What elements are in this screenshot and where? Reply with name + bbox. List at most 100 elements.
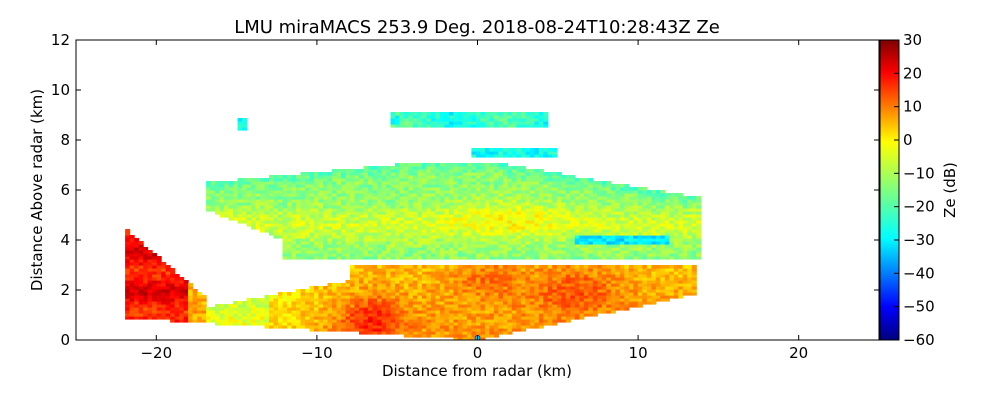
- reflectivity-cell: [399, 175, 405, 179]
- reflectivity-cell: [408, 199, 414, 203]
- reflectivity-cell: [529, 229, 535, 233]
- reflectivity-cell: [466, 277, 472, 281]
- reflectivity-cell: [430, 226, 436, 230]
- reflectivity-cell: [381, 190, 387, 194]
- reflectivity-cell: [637, 280, 643, 284]
- reflectivity-cell: [574, 208, 580, 212]
- reflectivity-cell: [210, 181, 216, 185]
- reflectivity-cell: [377, 166, 383, 170]
- reflectivity-cell: [511, 244, 517, 248]
- reflectivity-cell: [318, 220, 324, 224]
- reflectivity-cell: [457, 337, 463, 340]
- reflectivity-cell: [489, 118, 495, 122]
- reflectivity-cell: [377, 178, 383, 182]
- reflectivity-cell: [624, 307, 630, 311]
- reflectivity-cell: [430, 175, 436, 179]
- reflectivity-cell: [489, 316, 495, 320]
- reflectivity-cell: [471, 181, 477, 185]
- reflectivity-cell: [296, 244, 302, 248]
- reflectivity-cell: [269, 214, 275, 218]
- reflectivity-cell: [588, 202, 594, 206]
- reflectivity-cell: [556, 232, 562, 236]
- reflectivity-cell: [538, 115, 544, 119]
- reflectivity-cell: [444, 115, 450, 119]
- reflectivity-cell: [462, 169, 468, 173]
- reflectivity-cell: [633, 268, 639, 272]
- reflectivity-cell: [143, 289, 149, 293]
- reflectivity-cell: [332, 322, 338, 326]
- reflectivity-cell: [237, 202, 243, 206]
- reflectivity-cell: [543, 268, 549, 272]
- reflectivity-cell: [588, 301, 594, 305]
- reflectivity-cell: [408, 190, 414, 194]
- reflectivity-cell: [466, 208, 472, 212]
- reflectivity-cell: [583, 235, 589, 239]
- reflectivity-cell: [471, 322, 477, 326]
- reflectivity-cell: [466, 322, 472, 326]
- reflectivity-cell: [552, 154, 558, 158]
- reflectivity-cell: [305, 307, 311, 311]
- reflectivity-cell: [439, 211, 445, 215]
- reflectivity-cell: [484, 277, 490, 281]
- reflectivity-cell: [228, 190, 234, 194]
- reflectivity-cell: [403, 334, 409, 338]
- reflectivity-cell: [637, 250, 643, 254]
- reflectivity-cell: [269, 190, 275, 194]
- reflectivity-cell: [129, 259, 135, 263]
- reflectivity-cell: [386, 202, 392, 206]
- reflectivity-cell: [646, 286, 652, 290]
- reflectivity-cell: [484, 220, 490, 224]
- reflectivity-cell: [435, 274, 441, 278]
- reflectivity-cell: [498, 316, 504, 320]
- reflectivity-cell: [489, 151, 495, 155]
- reflectivity-cell: [592, 244, 598, 248]
- reflectivity-cell: [336, 322, 342, 326]
- reflectivity-cell: [291, 193, 297, 197]
- reflectivity-cell: [444, 241, 450, 245]
- reflectivity-cell: [493, 193, 499, 197]
- reflectivity-cell: [412, 169, 418, 173]
- reflectivity-cell: [399, 172, 405, 176]
- reflectivity-cell: [363, 295, 369, 299]
- reflectivity-cell: [426, 292, 432, 296]
- reflectivity-cell: [493, 148, 499, 152]
- reflectivity-cell: [300, 178, 306, 182]
- reflectivity-cell: [260, 316, 266, 320]
- reflectivity-cell: [552, 286, 558, 290]
- reflectivity-cell: [336, 184, 342, 188]
- reflectivity-cell: [511, 184, 517, 188]
- reflectivity-cell: [520, 274, 526, 278]
- reflectivity-cell: [498, 310, 504, 314]
- reflectivity-cell: [606, 271, 612, 275]
- reflectivity-cell: [273, 316, 279, 320]
- reflectivity-cell: [484, 211, 490, 215]
- reflectivity-cell: [561, 283, 567, 287]
- reflectivity-cell: [502, 112, 508, 116]
- reflectivity-cell: [502, 265, 508, 269]
- reflectivity-cell: [597, 229, 603, 233]
- reflectivity-cell: [583, 193, 589, 197]
- reflectivity-cell: [129, 265, 135, 269]
- reflectivity-cell: [565, 319, 571, 323]
- reflectivity-cell: [332, 253, 338, 257]
- reflectivity-cell: [381, 253, 387, 257]
- reflectivity-cell: [138, 259, 144, 263]
- reflectivity-cell: [408, 268, 414, 272]
- reflectivity-cell: [534, 256, 540, 260]
- reflectivity-cell: [498, 235, 504, 239]
- reflectivity-cell: [534, 220, 540, 224]
- reflectivity-cell: [215, 208, 221, 212]
- reflectivity-cell: [534, 241, 540, 245]
- reflectivity-cell: [502, 124, 508, 128]
- reflectivity-cell: [264, 187, 270, 191]
- reflectivity-cell: [345, 214, 351, 218]
- reflectivity-cell: [300, 202, 306, 206]
- reflectivity-cell: [615, 193, 621, 197]
- reflectivity-cell: [399, 232, 405, 236]
- reflectivity-cell: [529, 250, 535, 254]
- reflectivity-cell: [147, 301, 153, 305]
- reflectivity-cell: [511, 283, 517, 287]
- reflectivity-cell: [228, 187, 234, 191]
- reflectivity-cell: [448, 178, 454, 182]
- reflectivity-cell: [336, 190, 342, 194]
